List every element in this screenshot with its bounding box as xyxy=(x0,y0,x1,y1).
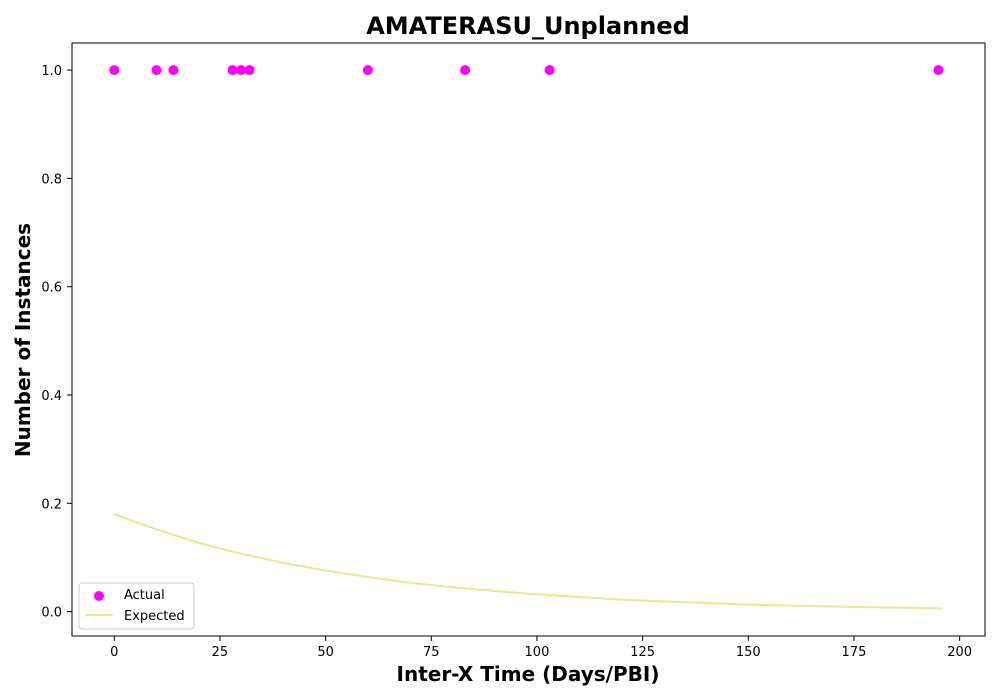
actual-data-point xyxy=(933,65,944,76)
legend: Actual Expected xyxy=(78,582,195,630)
x-axis-ticks: 0 25 50 75 100 125 150 175 200 xyxy=(110,636,972,660)
legend-actual-marker xyxy=(94,591,104,601)
x-tick-label: 175 xyxy=(842,645,867,660)
y-tick-label: 0.4 xyxy=(41,389,62,404)
x-tick-label: 25 xyxy=(212,645,229,660)
y-tick-label: 0.6 xyxy=(41,281,62,296)
x-tick-label: 150 xyxy=(736,645,761,660)
actual-data-point xyxy=(236,65,247,76)
y-axis-label: Number of Instances xyxy=(11,223,35,457)
legend-expected-label: Expected xyxy=(124,609,185,624)
x-tick-label: 0 xyxy=(110,645,118,660)
actual-data-point xyxy=(227,65,238,76)
y-axis-ticks: 0.0 0.2 0.4 0.6 0.8 1.0 xyxy=(41,64,72,621)
expected-series-line xyxy=(113,513,943,610)
y-tick-label: 1.0 xyxy=(41,64,62,79)
x-tick-label: 50 xyxy=(317,645,334,660)
actual-data-point xyxy=(151,65,162,76)
actual-data-point xyxy=(544,65,555,76)
chart-title: AMATERASU_Unplanned xyxy=(366,12,690,40)
actual-data-point xyxy=(109,65,120,76)
y-tick-label: 0.2 xyxy=(41,497,62,512)
actual-data-point xyxy=(168,65,179,76)
plot-area xyxy=(71,42,986,637)
legend-actual-label: Actual xyxy=(124,588,165,603)
x-axis-label: Inter-X Time (Days/PBI) xyxy=(397,662,660,686)
x-tick-label: 200 xyxy=(947,645,972,660)
x-tick-label: 125 xyxy=(630,645,655,660)
y-tick-label: 0.8 xyxy=(41,172,62,187)
x-tick-label: 75 xyxy=(423,645,440,660)
actual-data-point xyxy=(244,65,255,76)
y-tick-label: 0.0 xyxy=(41,606,62,621)
actual-data-point xyxy=(362,65,373,76)
actual-data-point xyxy=(460,65,471,76)
series-layer xyxy=(109,65,944,610)
legend-box xyxy=(78,582,195,630)
x-tick-label: 100 xyxy=(525,645,550,660)
